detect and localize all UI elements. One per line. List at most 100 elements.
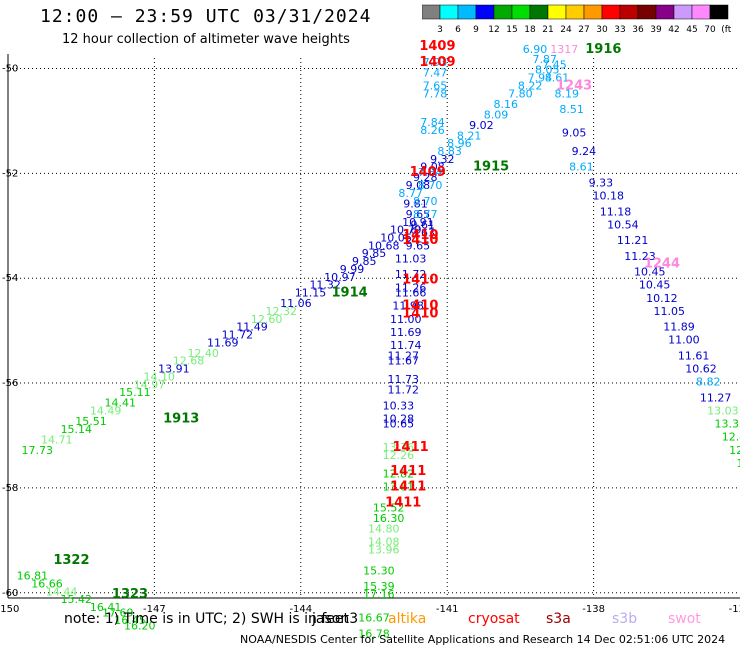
wave-height-point: 16.81 [17, 570, 49, 583]
time-label: 1916 [585, 42, 621, 57]
wave-height-point: 10.91 [402, 216, 434, 229]
wave-height-point: 9.99 [340, 263, 365, 276]
legend-swatch [709, 4, 729, 20]
wave-height-point: 11.00 [668, 334, 700, 347]
wave-height-point: 11.23 [624, 250, 656, 263]
wave-height-point: 12.60 [251, 313, 283, 326]
credits: NOAA/NESDIS Center for Satellite Applica… [240, 633, 726, 646]
wave-height-point: 9.08 [420, 161, 445, 174]
y-tick-label: -50 [2, 63, 18, 74]
wave-height-point: 13.91 [158, 363, 190, 376]
x-tick-label: -138 [582, 604, 605, 615]
wave-height-point: 7.80 [508, 87, 533, 100]
x-tick-label: -135 [729, 604, 740, 615]
wave-height-point: 15.11 [119, 386, 151, 399]
time-label: 1409 [419, 39, 455, 54]
legend-swatch [673, 4, 693, 20]
y-tick-label: -54 [2, 273, 18, 284]
wave-height-point: 13.33 [714, 418, 740, 431]
chart-points: 16.8116.6614.4415.4216.4117.6916.4516.20… [17, 39, 740, 640]
wave-height-point: 11.69 [390, 326, 422, 339]
wave-height-point: 10.97 [324, 271, 356, 284]
wave-height-point: 10.65 [383, 418, 415, 431]
wave-height-point: 9.81 [403, 197, 428, 210]
wave-height-point: 12.40 [187, 347, 219, 360]
wave-height-point: 14.44 [46, 585, 78, 598]
time-label: 1915 [473, 160, 509, 175]
legend-label: 27 [578, 25, 589, 35]
time-label: 1322 [53, 553, 89, 568]
time-label: 1410 [402, 233, 438, 248]
legend-label: 6 [455, 25, 461, 35]
footnote: note: 1) Time is in UTC; 2) SWH is in fe… [64, 611, 350, 627]
x-tick-label: -147 [143, 604, 166, 615]
legend-swatch [655, 4, 675, 20]
wave-height-point: 11.18 [600, 205, 632, 218]
wave-height-point: 15.39 [363, 580, 395, 593]
legend-label: 18 [524, 25, 536, 35]
legend-label: 42 [668, 25, 679, 35]
wave-height-point: 9.08 [406, 179, 431, 192]
wave-height-point: 11.06 [280, 297, 312, 310]
wave-height-point: 1317 [550, 43, 578, 56]
legend-swatch [457, 4, 477, 20]
time-label: 1914 [332, 286, 368, 301]
wave-height-point: 8.77 [398, 187, 423, 200]
wave-height-point: 7.78 [423, 87, 448, 100]
wave-height-point: 10.62 [685, 363, 717, 376]
wave-height-point: 8.96 [447, 137, 472, 150]
legend-label: (ft) [721, 25, 732, 35]
wave-height-point: 10.12 [646, 292, 678, 305]
satellite-s3a: s3a [546, 611, 571, 627]
page-title: 12:00 – 23:59 UTC 03/31/2024 [40, 6, 372, 27]
legend-label: 30 [596, 25, 608, 35]
wave-height-point: 7.84 [420, 116, 445, 129]
time-label: 1913 [163, 411, 199, 426]
time-label: 1410 [402, 299, 438, 314]
wave-height-point: 15.52 [373, 501, 405, 514]
time-label: 1409 [410, 165, 446, 180]
wave-height-point: 9.63 [411, 226, 436, 239]
wave-height-point: 9.61 [411, 218, 436, 231]
wave-height-point: 17.73 [22, 444, 54, 457]
wave-height-point: 16.78 [358, 627, 390, 640]
y-tick-label: -58 [2, 483, 18, 494]
wave-height-point: 9.32 [430, 153, 455, 166]
legend-label: 12 [488, 25, 499, 35]
wave-height-point: 8.61 [569, 161, 594, 174]
wave-height-point: 8.61 [545, 72, 570, 85]
wave-height-point: 11.03 [395, 252, 427, 265]
wave-height-point: 7.45 [542, 58, 567, 71]
wave-height-point: 11.72 [388, 384, 420, 397]
wave-height-point: 11.98 [392, 300, 424, 313]
wave-height-point: 14.71 [41, 433, 73, 446]
wave-height-point: 9.33 [589, 176, 614, 189]
chart-axes [7, 54, 740, 599]
wave-height-point: 16.30 [373, 512, 405, 525]
wave-height-point: 16.41 [90, 601, 122, 614]
y-tick-label: -56 [2, 378, 18, 389]
chart-ticks: -150 -147 -144 -141 -138 -135 -50 -52 -54 -56 -58 -… [0, 63, 740, 615]
time-label: 1323 [112, 587, 148, 602]
wave-height-point: 9.24 [572, 145, 597, 158]
wave-height-point: 7.94 [528, 72, 553, 85]
x-tick-label: -144 [289, 604, 312, 615]
wave-height-point: 12.68 [173, 355, 205, 368]
wave-height-point: 8.83 [437, 145, 462, 158]
wave-height-point: 11.72 [222, 328, 254, 341]
wave-height-point: 16.45 [114, 614, 146, 627]
legend-swatch [475, 4, 495, 20]
wave-height-point: 11.67 [388, 355, 420, 368]
wave-height-point: 13.40 [736, 457, 740, 470]
legend-swatch [601, 4, 621, 20]
legend-swatch [547, 4, 567, 20]
wave-height-point: 12.45 [722, 431, 740, 444]
wave-height-point: 7.65 [423, 79, 448, 92]
wave-height-point: 9.02 [469, 119, 494, 132]
wave-height-point: 16.20 [124, 619, 156, 632]
legend-label: 15 [506, 25, 517, 35]
wave-height-point: 7.47 [423, 66, 448, 79]
legend-swatch [439, 4, 459, 20]
wave-height-point: 8.09 [484, 108, 509, 121]
